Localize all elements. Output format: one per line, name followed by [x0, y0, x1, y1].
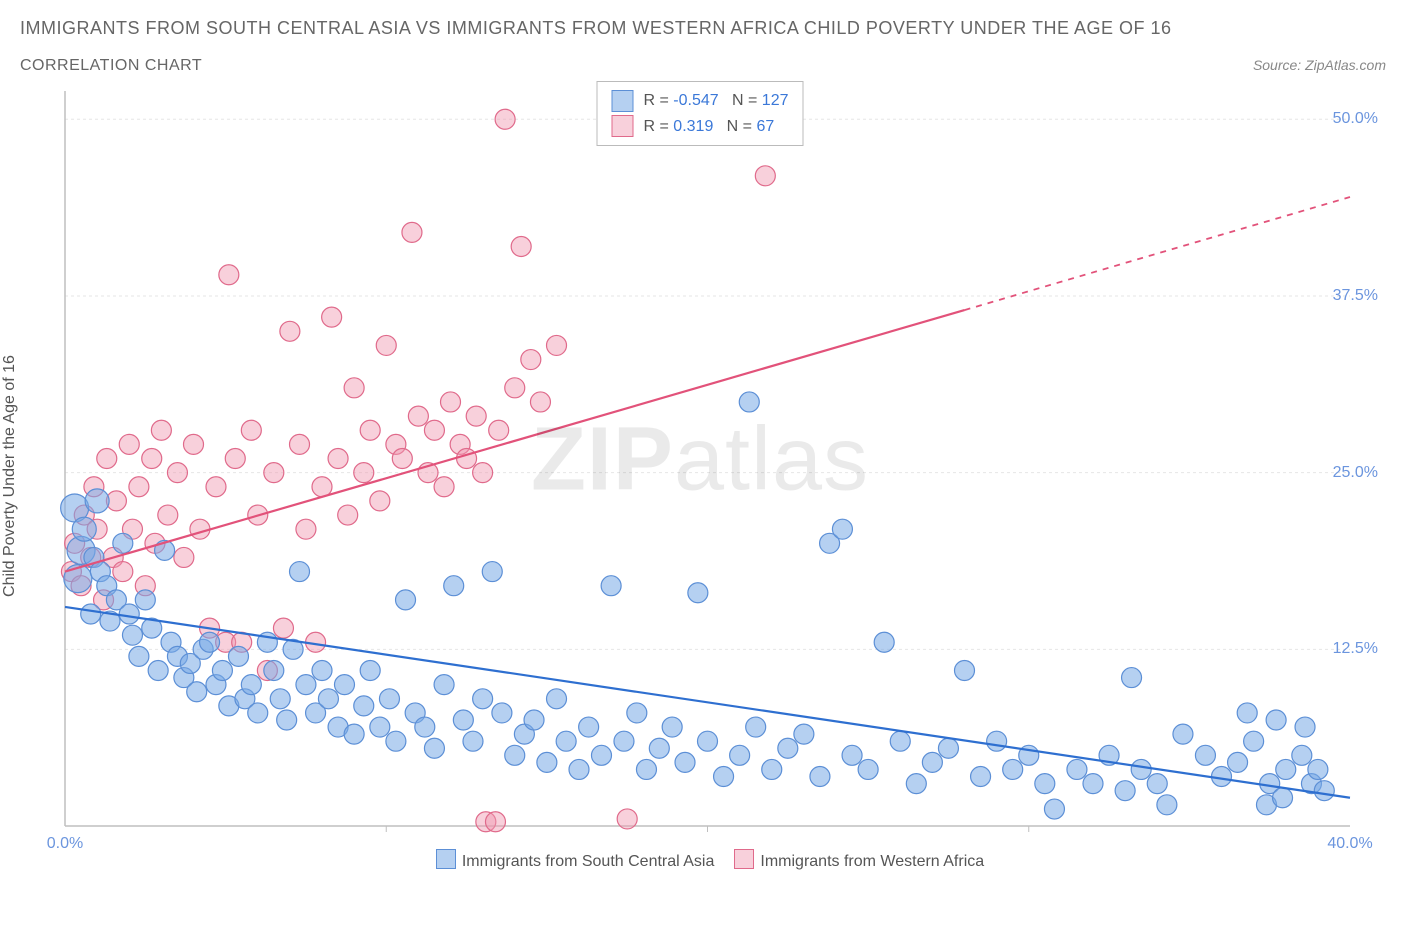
legend-swatch [734, 849, 754, 869]
stats-legend-row: R = -0.547 N = 127 [612, 88, 789, 114]
legend-swatch [612, 90, 634, 112]
legend-stats-text: R = -0.547 N = 127 [644, 88, 789, 114]
stats-legend-row: R = 0.319 N = 67 [612, 114, 789, 140]
y-tick-label: 12.5% [1333, 640, 1378, 658]
y-tick-label: 25.0% [1333, 464, 1378, 482]
legend-swatch [436, 849, 456, 869]
y-tick-label: 50.0% [1333, 110, 1378, 128]
source-attribution: Source: ZipAtlas.com [1253, 57, 1386, 73]
chart-title: IMMIGRANTS FROM SOUTH CENTRAL ASIA VS IM… [20, 18, 1386, 39]
legend-series-label: Immigrants from Western Africa [760, 853, 984, 870]
legend-stats-text: R = 0.319 N = 67 [644, 114, 775, 140]
stats-legend: R = -0.547 N = 127R = 0.319 N = 67 [597, 81, 804, 146]
legend-swatch [612, 115, 634, 137]
y-axis-label: Child Poverty Under the Age of 16 [1, 355, 19, 597]
chart-subtitle: CORRELATION CHART [20, 57, 202, 75]
correlation-chart: Child Poverty Under the Age of 16 ZIPatl… [20, 81, 1380, 871]
y-tick-label: 37.5% [1333, 287, 1378, 305]
scatter-plot-svg [20, 81, 1380, 871]
series-legend: Immigrants from South Central Asia Immigr… [20, 849, 1380, 871]
legend-series-label: Immigrants from South Central Asia [462, 853, 715, 870]
